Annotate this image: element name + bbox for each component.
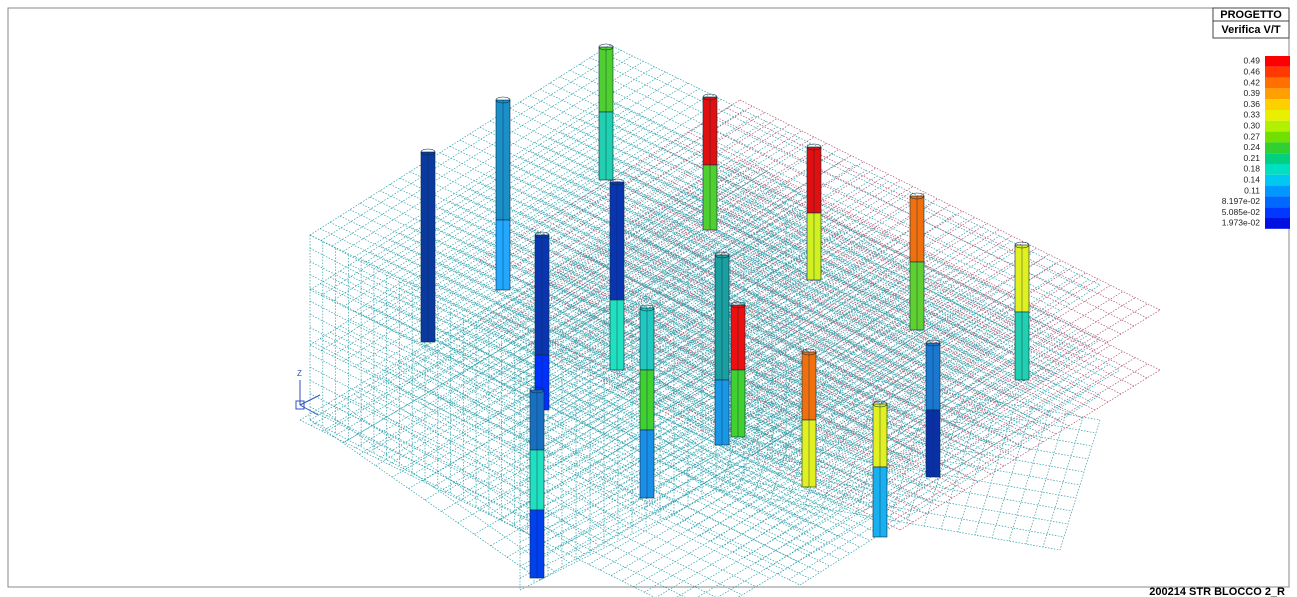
legend-swatch [1265, 175, 1290, 186]
legend-label: 0.24 [1243, 142, 1260, 152]
legend-swatch [1265, 78, 1290, 89]
legend-label: 5.085e-02 [1222, 207, 1261, 217]
legend-label: 0.14 [1243, 174, 1260, 184]
legend-swatch [1265, 142, 1290, 153]
axis-z: Z [297, 369, 302, 378]
legend-swatch [1265, 99, 1290, 110]
viewport: Z PROGETTO Verifica V/T 0.490.460.420.39… [0, 0, 1297, 597]
legend-swatch [1265, 196, 1290, 207]
legend-label: 0.36 [1243, 99, 1260, 109]
legend-swatch [1265, 132, 1290, 143]
legend-swatch [1265, 88, 1290, 99]
legend-swatch [1265, 164, 1290, 175]
legend-label: 0.46 [1243, 66, 1260, 76]
legend-label: 0.39 [1243, 88, 1260, 98]
legend-label: 0.27 [1243, 131, 1260, 141]
footer-label: 200214 STR BLOCCO 2_R [1149, 586, 1285, 597]
header-subtitle: Verifica V/T [1221, 24, 1281, 36]
legend-label: 0.11 [1244, 185, 1260, 195]
legend-label: 0.33 [1243, 110, 1260, 120]
legend-swatch [1265, 186, 1290, 197]
legend-label: 0.49 [1243, 56, 1260, 66]
legend-swatch [1265, 110, 1290, 121]
legend-label: 0.42 [1243, 77, 1260, 87]
legend-label: 1.973e-02 [1222, 218, 1261, 228]
legend-label: 0.30 [1243, 120, 1260, 130]
legend-label: 0.21 [1243, 153, 1260, 163]
legend-swatch [1265, 207, 1290, 218]
model-view: Z PROGETTO Verifica V/T 0.490.460.420.39… [0, 0, 1297, 597]
legend-label: 8.197e-02 [1222, 196, 1261, 206]
header-title: PROGETTO [1220, 9, 1282, 21]
legend-swatch [1265, 56, 1290, 67]
legend-swatch [1265, 218, 1290, 229]
legend-swatch [1265, 67, 1290, 78]
legend-swatch [1265, 121, 1290, 132]
legend-swatch [1265, 153, 1290, 164]
legend-label: 0.18 [1243, 164, 1260, 174]
